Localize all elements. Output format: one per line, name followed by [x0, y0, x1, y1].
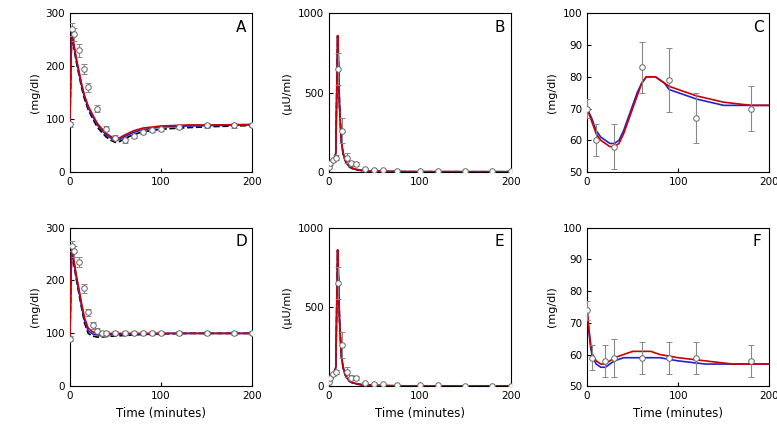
Y-axis label: (mg/dl): (mg/dl)	[30, 72, 40, 113]
X-axis label: Time (minutes): Time (minutes)	[633, 407, 723, 420]
Y-axis label: (mg/dl): (mg/dl)	[547, 286, 557, 327]
Y-axis label: (μU/ml): (μU/ml)	[282, 286, 292, 328]
Text: C: C	[753, 20, 764, 35]
Text: D: D	[235, 234, 247, 249]
Text: B: B	[494, 20, 505, 35]
X-axis label: Time (minutes): Time (minutes)	[116, 407, 206, 420]
Y-axis label: (mg/dl): (mg/dl)	[30, 286, 40, 327]
Text: E: E	[494, 234, 503, 249]
Text: F: F	[753, 234, 761, 249]
Text: A: A	[235, 20, 246, 35]
X-axis label: Time (minutes): Time (minutes)	[375, 407, 465, 420]
Y-axis label: (mg/dl): (mg/dl)	[547, 72, 557, 113]
Y-axis label: (μU/ml): (μU/ml)	[282, 72, 292, 114]
